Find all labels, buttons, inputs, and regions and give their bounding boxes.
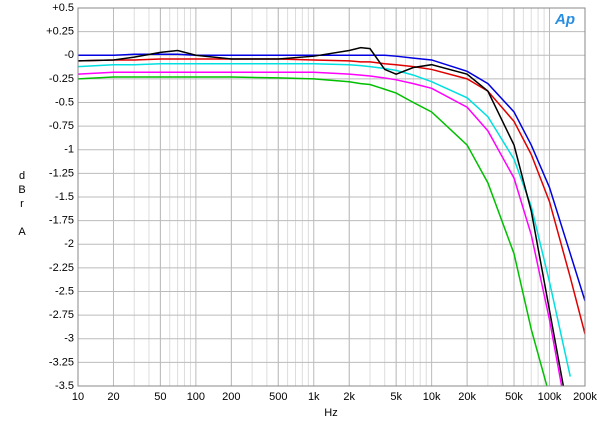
y-tick-label: -0.75 (49, 120, 74, 132)
x-tick-label: 1k (308, 391, 320, 403)
y-tick-label: -1 (64, 144, 74, 156)
x-tick-label: 100k (538, 391, 562, 403)
lines (78, 46, 585, 386)
x-tick-label: 20 (107, 391, 119, 403)
x-tick-label: 10 (72, 391, 84, 403)
series-line (78, 46, 565, 386)
y-tick-label: -3 (64, 333, 74, 345)
y-tick-label: -1.75 (49, 215, 74, 227)
y-tick-label: +0.5 (52, 2, 74, 14)
series-line (78, 53, 585, 302)
y-tick-label: -2.5 (55, 285, 74, 297)
x-tick-label: 50k (505, 391, 523, 403)
series-line (78, 58, 585, 335)
y-tick-label: -1.5 (55, 191, 74, 203)
y-tick-label: -0.5 (55, 96, 74, 108)
y-tick-label: -0.25 (49, 73, 74, 85)
plot-border (77, 7, 586, 387)
x-tick-label: 200 (222, 391, 240, 403)
x-tick-label: 5k (390, 391, 402, 403)
x-tick-label: 10k (423, 391, 441, 403)
y-tick-label: -3.25 (49, 356, 74, 368)
x-tick-label: 200k (573, 391, 597, 403)
y-tick-label: -2.25 (49, 262, 74, 274)
x-tick-label: 50 (154, 391, 166, 403)
x-tick-label: 20k (458, 391, 476, 403)
series-line (78, 76, 548, 386)
y-tick-label: -2 (64, 238, 74, 250)
y-axis-label: dBr A (16, 170, 28, 240)
x-tick-label: 500 (269, 391, 287, 403)
x-axis-label: Hz (324, 407, 337, 419)
y-tick-label: +0.25 (46, 26, 74, 38)
y-tick-label: -2.75 (49, 309, 74, 321)
series-line (78, 71, 563, 386)
y-tick-label: -1.25 (49, 167, 74, 179)
x-tick-label: 2k (343, 391, 355, 403)
x-tick-label: 100 (187, 391, 205, 403)
logo: Ap (554, 11, 575, 28)
y-tick-label: -3.5 (55, 380, 74, 392)
series-line (78, 63, 572, 377)
y-tick-label: -0 (64, 49, 74, 61)
